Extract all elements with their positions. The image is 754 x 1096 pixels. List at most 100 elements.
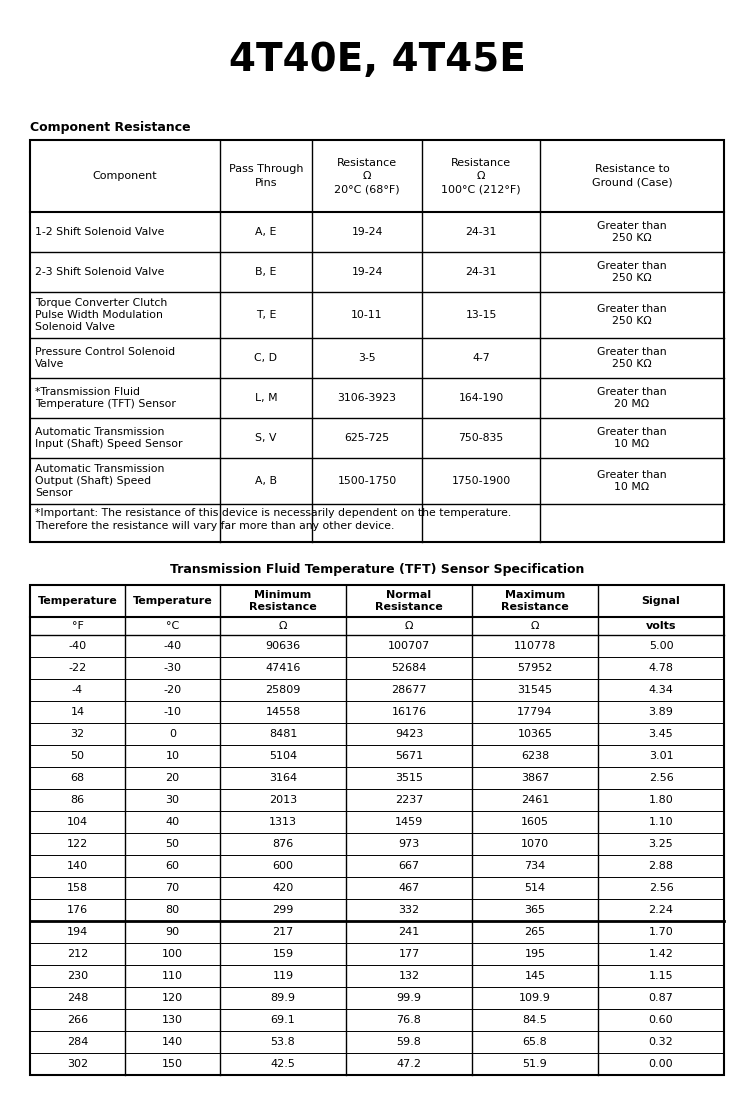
Text: 3164: 3164: [269, 773, 297, 783]
Text: 0.87: 0.87: [648, 993, 673, 1003]
Text: 24-31: 24-31: [465, 227, 497, 237]
Text: 5104: 5104: [269, 751, 297, 761]
Text: *Important: The resistance of this device is necessarily dependent on the temper: *Important: The resistance of this devic…: [35, 509, 511, 532]
Text: Ω: Ω: [531, 621, 539, 631]
Text: -40: -40: [164, 641, 182, 651]
Text: 65.8: 65.8: [523, 1037, 547, 1047]
Text: 109.9: 109.9: [519, 993, 551, 1003]
Text: volts: volts: [645, 621, 676, 631]
Text: 299: 299: [272, 905, 294, 915]
Text: 302: 302: [67, 1059, 88, 1069]
Text: Transmission Fluid Temperature (TFT) Sensor Specification: Transmission Fluid Temperature (TFT) Sen…: [170, 563, 584, 576]
Text: Component: Component: [93, 171, 158, 181]
Text: 734: 734: [524, 861, 546, 871]
Text: 14: 14: [70, 707, 84, 717]
Text: 600: 600: [272, 861, 293, 871]
Text: 19-24: 19-24: [351, 267, 383, 277]
Bar: [30, 140, 724, 543]
Text: Signal: Signal: [642, 596, 680, 606]
Text: 5671: 5671: [395, 751, 423, 761]
Bar: [30, 585, 724, 1075]
Text: 68: 68: [70, 773, 84, 783]
Text: 230: 230: [67, 971, 88, 981]
Text: Resistance
Ω
100°C (212°F): Resistance Ω 100°C (212°F): [441, 158, 521, 194]
Text: 4T40E, 4T45E: 4T40E, 4T45E: [228, 41, 526, 79]
Text: C, D: C, D: [255, 353, 277, 363]
Text: 40: 40: [165, 817, 179, 827]
Text: 1.42: 1.42: [648, 949, 673, 959]
Text: 52684: 52684: [391, 663, 427, 673]
Text: 99.9: 99.9: [397, 993, 421, 1003]
Text: 194: 194: [67, 927, 88, 937]
Text: 876: 876: [272, 840, 293, 849]
Text: 2.56: 2.56: [648, 883, 673, 893]
Text: 1500-1750: 1500-1750: [337, 476, 397, 486]
Text: 5.00: 5.00: [648, 641, 673, 651]
Text: 47.2: 47.2: [397, 1059, 421, 1069]
Text: 195: 195: [525, 949, 546, 959]
Text: 514: 514: [525, 883, 546, 893]
Text: -22: -22: [69, 663, 87, 673]
Text: Automatic Transmission
Input (Shaft) Speed Sensor: Automatic Transmission Input (Shaft) Spe…: [35, 426, 182, 449]
Text: 158: 158: [67, 883, 88, 893]
Text: 89.9: 89.9: [271, 993, 296, 1003]
Text: 0.60: 0.60: [648, 1015, 673, 1025]
Text: 110: 110: [162, 971, 183, 981]
Text: 4-7: 4-7: [472, 353, 490, 363]
Text: 159: 159: [272, 949, 293, 959]
Text: 0: 0: [169, 729, 176, 739]
Text: -4: -4: [72, 685, 83, 695]
Text: 3.45: 3.45: [648, 729, 673, 739]
Text: 1.70: 1.70: [648, 927, 673, 937]
Text: Greater than
10 MΩ: Greater than 10 MΩ: [597, 470, 667, 492]
Text: Greater than
250 KΩ: Greater than 250 KΩ: [597, 220, 667, 243]
Text: B, E: B, E: [256, 267, 277, 277]
Text: 47416: 47416: [265, 663, 301, 673]
Text: -10: -10: [164, 707, 182, 717]
Text: 0.32: 0.32: [648, 1037, 673, 1047]
Text: Minimum
Resistance: Minimum Resistance: [249, 590, 317, 613]
Text: 332: 332: [398, 905, 419, 915]
Text: 10-11: 10-11: [351, 310, 383, 320]
Text: 3-5: 3-5: [358, 353, 375, 363]
Text: 1-2 Shift Solenoid Valve: 1-2 Shift Solenoid Valve: [35, 227, 164, 237]
Text: Greater than
250 KΩ: Greater than 250 KΩ: [597, 261, 667, 283]
Text: 70: 70: [165, 883, 179, 893]
Text: 3.25: 3.25: [648, 840, 673, 849]
Text: 420: 420: [272, 883, 293, 893]
Text: 241: 241: [398, 927, 420, 937]
Text: 145: 145: [525, 971, 546, 981]
Text: 973: 973: [398, 840, 420, 849]
Text: 177: 177: [398, 949, 420, 959]
Text: Torque Converter Clutch
Pulse Width Modulation
Solenoid Valve: Torque Converter Clutch Pulse Width Modu…: [35, 298, 167, 332]
Text: 365: 365: [525, 905, 545, 915]
Text: Ω: Ω: [279, 621, 287, 631]
Text: 212: 212: [67, 949, 88, 959]
Text: 50: 50: [165, 840, 179, 849]
Text: 284: 284: [67, 1037, 88, 1047]
Text: 90: 90: [165, 927, 179, 937]
Text: -30: -30: [164, 663, 182, 673]
Text: 50: 50: [71, 751, 84, 761]
Text: Resistance to
Ground (Case): Resistance to Ground (Case): [592, 164, 673, 187]
Text: 10: 10: [165, 751, 179, 761]
Text: 86: 86: [70, 795, 84, 804]
Text: 17794: 17794: [517, 707, 553, 717]
Text: Greater than
250 KΩ: Greater than 250 KΩ: [597, 346, 667, 369]
Text: 20: 20: [165, 773, 179, 783]
Text: Pressure Control Solenoid
Valve: Pressure Control Solenoid Valve: [35, 346, 175, 369]
Text: 0.00: 0.00: [648, 1059, 673, 1069]
Text: Normal
Resistance: Normal Resistance: [375, 590, 443, 613]
Text: T, E: T, E: [256, 310, 276, 320]
Text: 8481: 8481: [269, 729, 297, 739]
Text: 467: 467: [398, 883, 420, 893]
Text: 16176: 16176: [391, 707, 427, 717]
Text: 1459: 1459: [395, 817, 423, 827]
Text: Greater than
250 KΩ: Greater than 250 KΩ: [597, 304, 667, 327]
Text: 3.01: 3.01: [648, 751, 673, 761]
Text: 1.15: 1.15: [648, 971, 673, 981]
Text: 19-24: 19-24: [351, 227, 383, 237]
Text: L, M: L, M: [255, 393, 277, 403]
Text: 2013: 2013: [269, 795, 297, 804]
Text: 32: 32: [70, 729, 84, 739]
